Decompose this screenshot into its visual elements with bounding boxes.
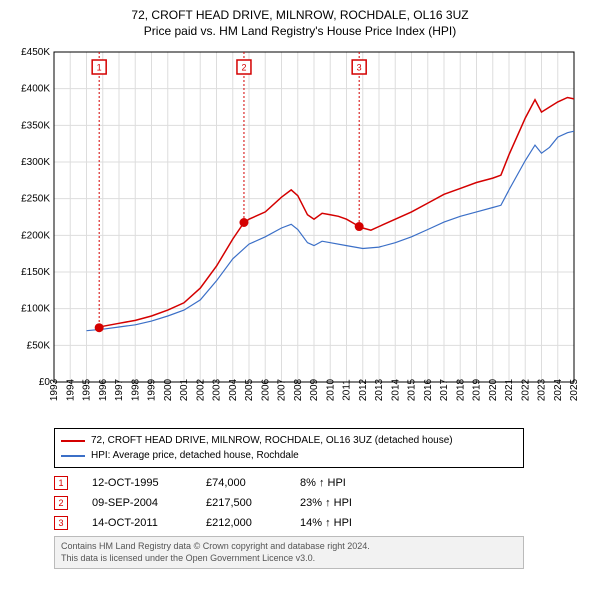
svg-text:1: 1 (97, 63, 102, 73)
svg-text:£450K: £450K (21, 47, 50, 58)
svg-text:£350K: £350K (21, 120, 50, 131)
title-subtitle: Price paid vs. HM Land Registry's House … (8, 24, 592, 38)
legend-label-hpi: HPI: Average price, detached house, Roch… (91, 448, 299, 463)
svg-text:£150K: £150K (21, 267, 50, 278)
sale-date: 12-OCT-1995 (92, 477, 182, 489)
legend-label-property: 72, CROFT HEAD DRIVE, MILNROW, ROCHDALE,… (91, 433, 453, 448)
footer-line1: Contains HM Land Registry data © Crown c… (61, 541, 517, 553)
sale-pct: 8% ↑ HPI (300, 477, 380, 489)
sale-date: 14-OCT-2011 (92, 517, 182, 529)
chart-title-block: 72, CROFT HEAD DRIVE, MILNROW, ROCHDALE,… (8, 8, 592, 38)
sale-marker-icon: 3 (54, 516, 68, 530)
sale-row: 3 14-OCT-2011 £212,000 14% ↑ HPI (54, 516, 592, 530)
sale-date: 09-SEP-2004 (92, 497, 182, 509)
legend-swatch-hpi (61, 455, 85, 457)
title-address: 72, CROFT HEAD DRIVE, MILNROW, ROCHDALE,… (8, 8, 592, 22)
sale-price: £217,500 (206, 497, 276, 509)
legend-swatch-property (61, 440, 85, 442)
sale-marker-icon: 1 (54, 476, 68, 490)
sale-marker-icon: 2 (54, 496, 68, 510)
price-chart: £0£50K£100K£150K£200K£250K£300K£350K£400… (8, 44, 592, 424)
attribution-footer: Contains HM Land Registry data © Crown c… (54, 536, 524, 569)
sale-row: 2 09-SEP-2004 £217,500 23% ↑ HPI (54, 496, 592, 510)
svg-text:£300K: £300K (21, 157, 50, 168)
sales-table: 1 12-OCT-1995 £74,000 8% ↑ HPI 2 09-SEP-… (54, 476, 592, 530)
legend: 72, CROFT HEAD DRIVE, MILNROW, ROCHDALE,… (54, 428, 524, 468)
svg-text:£100K: £100K (21, 304, 50, 315)
sale-price: £74,000 (206, 477, 276, 489)
svg-text:3: 3 (357, 63, 362, 73)
sale-pct: 14% ↑ HPI (300, 517, 380, 529)
footer-line2: This data is licensed under the Open Gov… (61, 553, 517, 565)
legend-item-hpi: HPI: Average price, detached house, Roch… (61, 448, 517, 463)
sale-row: 1 12-OCT-1995 £74,000 8% ↑ HPI (54, 476, 592, 490)
svg-text:2: 2 (241, 63, 246, 73)
svg-text:£250K: £250K (21, 194, 50, 205)
svg-text:£50K: £50K (27, 340, 51, 351)
sale-pct: 23% ↑ HPI (300, 497, 380, 509)
svg-text:£400K: £400K (21, 84, 50, 95)
legend-item-property: 72, CROFT HEAD DRIVE, MILNROW, ROCHDALE,… (61, 433, 517, 448)
sale-price: £212,000 (206, 517, 276, 529)
svg-text:£200K: £200K (21, 230, 50, 241)
